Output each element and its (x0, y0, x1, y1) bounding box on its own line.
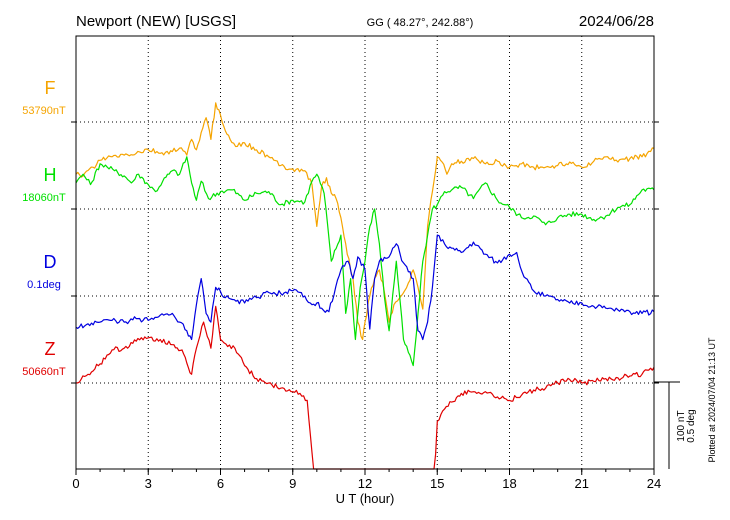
scale-bar-label-deg: 0.5 deg (686, 409, 697, 442)
series-baseline-Z: 50660nT (22, 366, 66, 378)
series-layer (75, 102, 655, 470)
x-tick-label: 6 (217, 476, 224, 491)
series-name-Z: Z (45, 339, 56, 359)
series-line-D (75, 234, 655, 341)
series-line-H (75, 156, 655, 367)
station-title: Newport (NEW) [USGS] (76, 13, 236, 30)
x-tick-label: 12 (358, 476, 372, 491)
x-tick-label: 0 (72, 476, 79, 491)
grid-layer (76, 36, 654, 469)
x-tick-label: 24 (647, 476, 661, 491)
coords-label: GG ( 48.27°, 242.88°) (367, 17, 474, 29)
plotted-timestamp: Plotted at 2024/07/04 21:13 UT (707, 337, 717, 463)
label-layer: 0 3 6 9 12 15 18 21 24 F 53790nT H 18060nT D 0.1deg Z 50… (22, 78, 661, 491)
series-name-F: F (45, 78, 56, 98)
series-baseline-D: 0.1deg (27, 279, 61, 291)
tick-layer (71, 121, 659, 475)
x-tick-label: 18 (502, 476, 516, 491)
series-name-D: D (44, 252, 57, 272)
series-line-F (75, 102, 655, 341)
x-tick-label: 21 (575, 476, 589, 491)
x-axis-label: U T (hour) (336, 491, 395, 506)
series-baseline-F: 53790nT (22, 105, 66, 117)
date-label: 2024/06/28 (579, 13, 654, 30)
series-baseline-H: 18060nT (22, 192, 66, 204)
x-tick-label: 9 (289, 476, 296, 491)
scale-bar: 100 nT 0.5 deg (654, 381, 697, 469)
series-name-H: H (44, 165, 57, 185)
x-tick-label: 3 (145, 476, 152, 491)
scale-bar-label-nT: 100 nT (676, 410, 687, 441)
x-tick-label: 15 (430, 476, 444, 491)
